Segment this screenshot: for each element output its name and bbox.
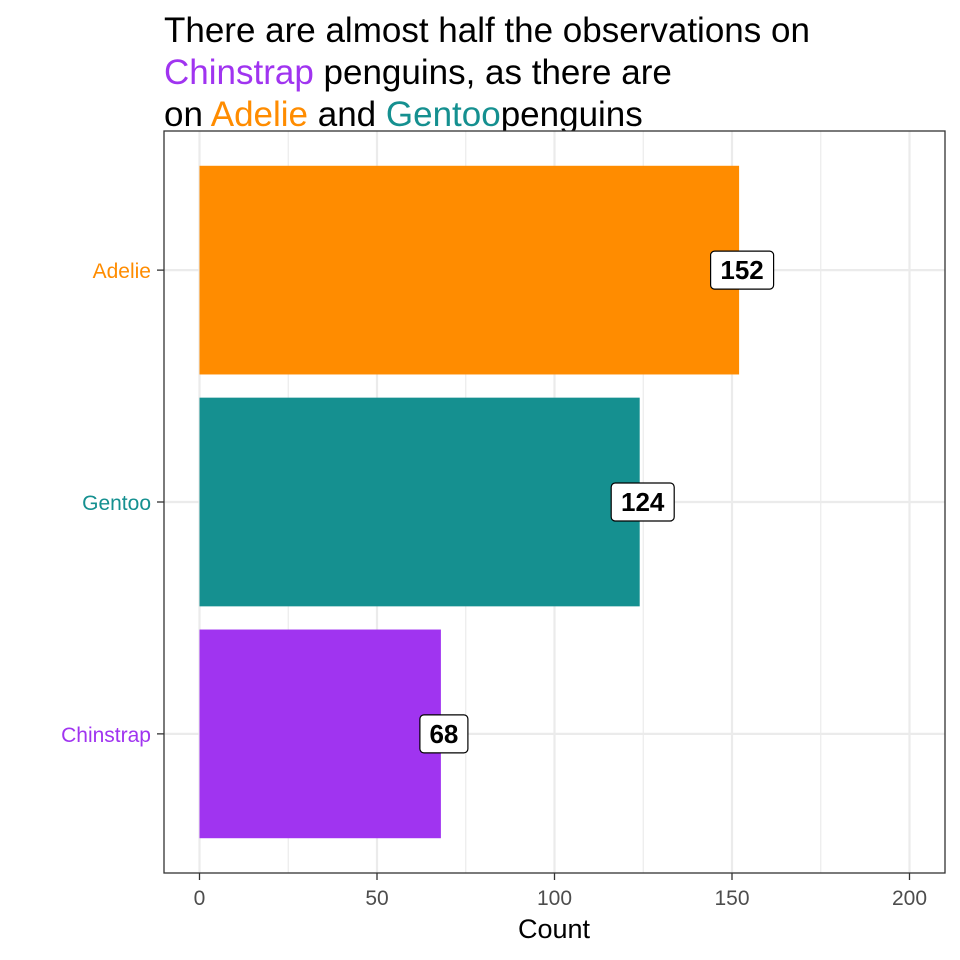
bars	[199, 165, 740, 839]
data-labels: 152 124 68	[419, 250, 775, 754]
y-tick-label: Chinstrap	[61, 724, 151, 747]
title-segment: Chinstrap	[164, 53, 314, 92]
title-segment: on	[164, 95, 211, 134]
x-tick-label: 200	[892, 887, 927, 910]
title-segment: Gentoo	[385, 95, 501, 134]
bar-gentoo	[199, 397, 640, 607]
data-label-box	[419, 714, 469, 754]
bar-chinstrap	[199, 629, 441, 839]
data-label-text: 124	[621, 487, 665, 517]
data-label-gentoo: 124	[610, 482, 675, 522]
chart-title: There are almost half the observations o…	[164, 10, 810, 136]
x-tick-label: 0	[194, 887, 206, 910]
x-axis-title: Count	[518, 914, 591, 944]
title-line: There are almost half the observations o…	[164, 10, 810, 52]
data-label-text: 68	[429, 719, 458, 749]
title-segment: There are almost half the observations o…	[164, 11, 810, 50]
axes: 0 50 100 150 200 Adelie Gentoo Chinstrap	[61, 260, 927, 910]
x-tick-label: 100	[537, 887, 572, 910]
title-line: on Adelie and Gentoopenguins	[164, 94, 810, 136]
title-segment: Adelie	[210, 95, 309, 134]
y-tick-label: Adelie	[93, 260, 151, 283]
data-label-box	[709, 250, 775, 290]
x-tick-label: 150	[714, 887, 749, 910]
title-segment: penguins, as there are	[313, 53, 672, 92]
title-line: Chinstrap penguins, as there are	[164, 52, 810, 94]
data-label-adelie: 152	[709, 250, 775, 290]
data-label-box	[610, 482, 675, 522]
data-label-chinstrap: 68	[419, 714, 469, 754]
y-tick-label: Gentoo	[82, 492, 151, 515]
title-segment: and	[308, 95, 386, 134]
bar-adelie	[199, 165, 740, 375]
data-label-text: 152	[720, 255, 763, 285]
x-tick-label: 50	[365, 887, 388, 910]
title-segment: penguins	[500, 95, 643, 134]
